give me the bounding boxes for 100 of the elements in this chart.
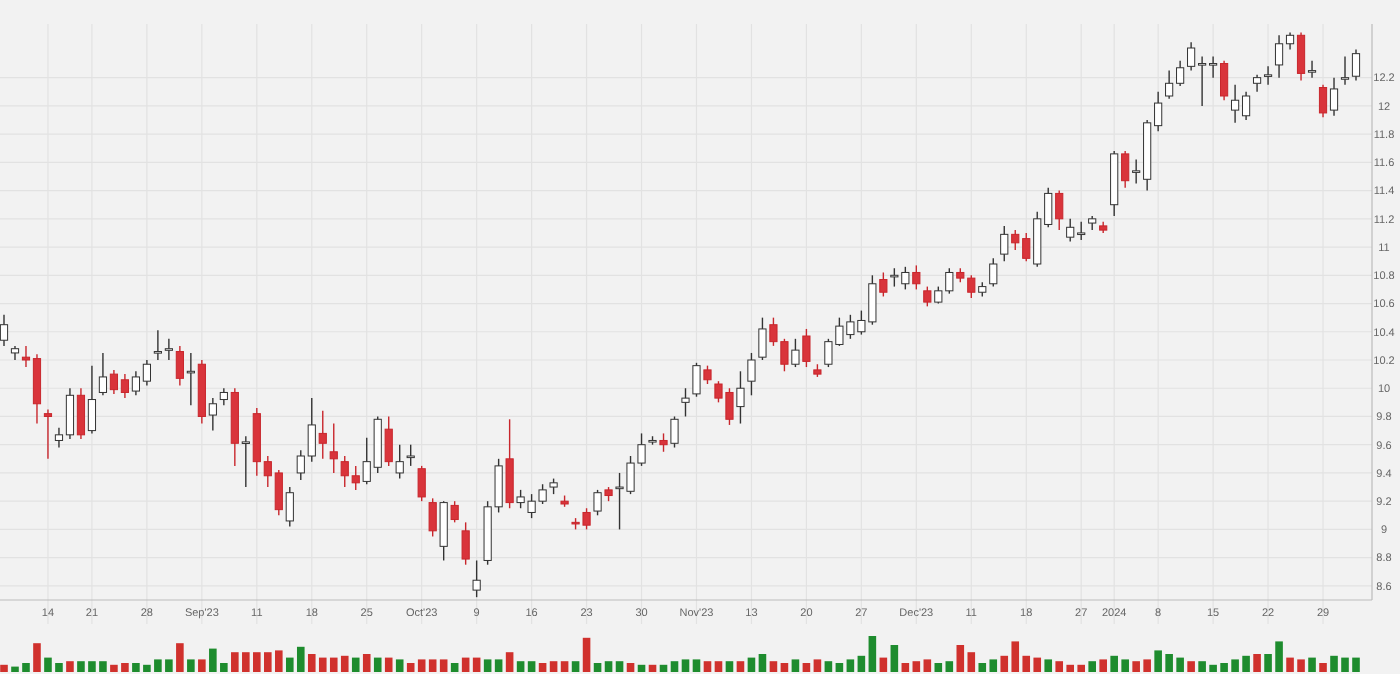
bar bbox=[1187, 661, 1195, 672]
candlestick bbox=[791, 338, 800, 368]
bar bbox=[901, 663, 910, 672]
bar bbox=[934, 663, 943, 672]
candlestick bbox=[164, 338, 173, 361]
bar bbox=[351, 657, 360, 672]
candlestick bbox=[692, 362, 701, 398]
candlestick bbox=[802, 328, 811, 368]
candlestick bbox=[241, 435, 250, 488]
bar bbox=[703, 661, 712, 672]
bar bbox=[626, 663, 635, 672]
bar bbox=[736, 661, 745, 672]
bar bbox=[593, 663, 602, 672]
bar bbox=[494, 659, 503, 672]
candlestick bbox=[175, 345, 184, 387]
bar bbox=[187, 659, 195, 672]
bar bbox=[692, 659, 701, 672]
bar bbox=[428, 659, 437, 672]
bar bbox=[945, 661, 954, 672]
bar bbox=[450, 663, 459, 672]
candlestick bbox=[87, 364, 97, 435]
candlestick bbox=[43, 408, 53, 460]
candlestick bbox=[1329, 76, 1339, 117]
bar bbox=[417, 659, 426, 672]
candlestick bbox=[406, 444, 415, 467]
bar bbox=[66, 661, 74, 672]
bar bbox=[395, 659, 404, 672]
candlestick bbox=[153, 329, 162, 361]
candlestick bbox=[439, 500, 448, 562]
candlestick bbox=[659, 432, 668, 453]
candlestick bbox=[384, 415, 393, 467]
candlestick bbox=[736, 370, 745, 425]
candlestick bbox=[285, 486, 294, 528]
bar bbox=[813, 659, 822, 672]
candlestick bbox=[461, 521, 470, 566]
bar bbox=[549, 661, 558, 672]
bar bbox=[33, 643, 41, 672]
bar bbox=[769, 661, 778, 672]
bar bbox=[857, 655, 866, 672]
bar bbox=[439, 659, 448, 672]
candlestick bbox=[472, 559, 481, 598]
bar bbox=[791, 659, 800, 672]
candlestick bbox=[505, 418, 514, 509]
bar bbox=[923, 659, 932, 672]
bar bbox=[912, 661, 921, 672]
candlestick bbox=[428, 497, 437, 538]
bar bbox=[681, 659, 690, 672]
bar bbox=[1319, 663, 1327, 672]
candlestick bbox=[1000, 225, 1009, 262]
bar bbox=[198, 659, 206, 672]
candlestick bbox=[186, 352, 195, 406]
candlestick bbox=[989, 257, 998, 288]
bar bbox=[615, 661, 624, 672]
bar bbox=[802, 663, 811, 672]
bar bbox=[725, 661, 734, 672]
bar bbox=[516, 661, 525, 672]
candlestick bbox=[758, 316, 767, 361]
bar bbox=[538, 663, 547, 672]
candlestick bbox=[703, 364, 712, 385]
candlestick bbox=[395, 444, 404, 480]
candlestick bbox=[1340, 55, 1350, 86]
candlestick bbox=[1055, 189, 1064, 231]
candlestick bbox=[1307, 60, 1317, 79]
candlestick bbox=[1296, 31, 1306, 82]
candlestick bbox=[879, 271, 888, 298]
candlestick bbox=[450, 500, 459, 524]
bar bbox=[0, 664, 8, 672]
bar bbox=[406, 663, 415, 672]
bar bbox=[747, 657, 756, 672]
candlestick bbox=[0, 314, 9, 347]
bar bbox=[571, 661, 580, 672]
candlestick bbox=[1351, 48, 1361, 82]
candlestick bbox=[417, 465, 426, 502]
bar bbox=[176, 643, 184, 672]
candlestick bbox=[747, 352, 756, 396]
candlestick bbox=[593, 489, 602, 516]
candlestick bbox=[1220, 60, 1229, 101]
candlestick bbox=[681, 387, 690, 418]
bar bbox=[1253, 654, 1261, 672]
candlestick bbox=[208, 397, 217, 432]
bar bbox=[362, 654, 371, 672]
bar bbox=[582, 637, 591, 672]
bar bbox=[868, 636, 877, 672]
bar bbox=[1308, 657, 1316, 672]
bar bbox=[373, 657, 382, 672]
bar bbox=[846, 659, 855, 672]
candlestick bbox=[1121, 150, 1130, 189]
candlestick bbox=[1318, 84, 1328, 118]
bar bbox=[1088, 661, 1096, 672]
bar bbox=[604, 661, 613, 672]
bar bbox=[824, 661, 833, 672]
candlestick bbox=[98, 352, 108, 396]
bar bbox=[879, 657, 888, 672]
bar bbox=[483, 659, 492, 672]
bar bbox=[780, 663, 789, 672]
bar bbox=[714, 661, 723, 672]
bar bbox=[835, 663, 844, 672]
bar bbox=[1044, 659, 1053, 672]
candlestick bbox=[76, 387, 86, 440]
bar bbox=[461, 657, 470, 672]
